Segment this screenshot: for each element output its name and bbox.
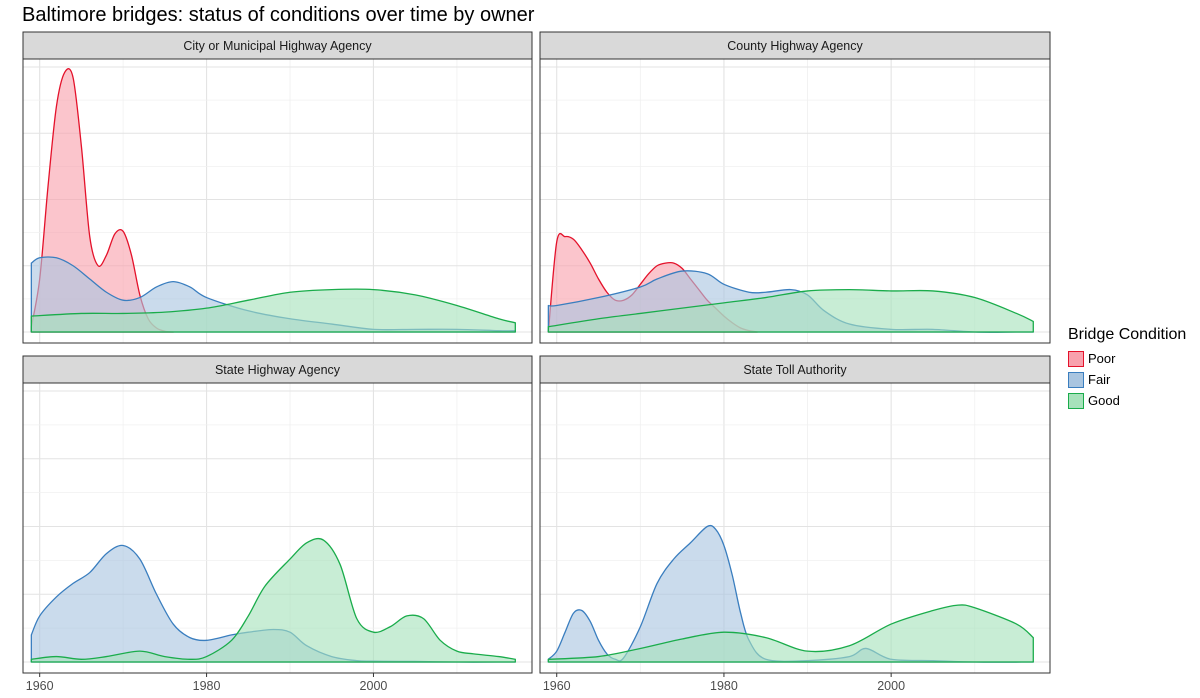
density-area-good [547, 288, 1034, 333]
facet-strip-label: City or Municipal Highway Agency [183, 39, 372, 53]
legend-label-fair: Fair [1088, 372, 1111, 387]
facet-panel: State Toll Authority 1960 1980 2000 [539, 355, 1051, 693]
x-tick-label: 2000 [360, 679, 388, 693]
legend-item-fair: Fair [1068, 369, 1186, 390]
panel-border [22, 382, 533, 674]
density-area-good [30, 537, 516, 663]
chart-title: Baltimore bridges: status of conditions … [22, 4, 535, 26]
panel-border [539, 382, 1051, 674]
legend-title: Bridge Condition [1068, 326, 1187, 343]
x-tick-label: 1960 [26, 679, 54, 693]
legend-key-fair [1068, 371, 1084, 388]
panel-border [22, 58, 533, 344]
legend-label-poor: Poor [1088, 351, 1116, 366]
facet-panel: County Highway Agency [539, 31, 1051, 344]
facet-strip-label: County Highway Agency [727, 39, 863, 53]
legend: Bridge Condition Poor Fair Good [1068, 326, 1186, 411]
density-area-good [30, 288, 516, 333]
x-tick-label: 1980 [710, 679, 738, 693]
facet-panel: State Highway Agency 1960 1980 2000 [22, 355, 533, 693]
legend-key-good [1068, 392, 1084, 409]
legend-key-poor [1068, 350, 1084, 367]
legend-item-good: Good [1068, 390, 1186, 411]
facet-strip [539, 31, 1051, 60]
legend-label-good: Good [1088, 393, 1120, 408]
x-tick-label: 1980 [193, 679, 221, 693]
legend-item-poor: Poor [1068, 348, 1186, 369]
facet-panel: City or Municipal Highway Agency [22, 31, 533, 344]
x-tick-label: 1960 [543, 679, 571, 693]
facet-strip-label: State Toll Authority [743, 363, 847, 377]
x-tick-label: 2000 [877, 679, 905, 693]
panel-border [539, 58, 1051, 344]
density-area-good [547, 604, 1034, 663]
facet-strip-label: State Highway Agency [215, 363, 341, 377]
facet-strip [22, 31, 533, 60]
facet-strip [539, 355, 1051, 384]
